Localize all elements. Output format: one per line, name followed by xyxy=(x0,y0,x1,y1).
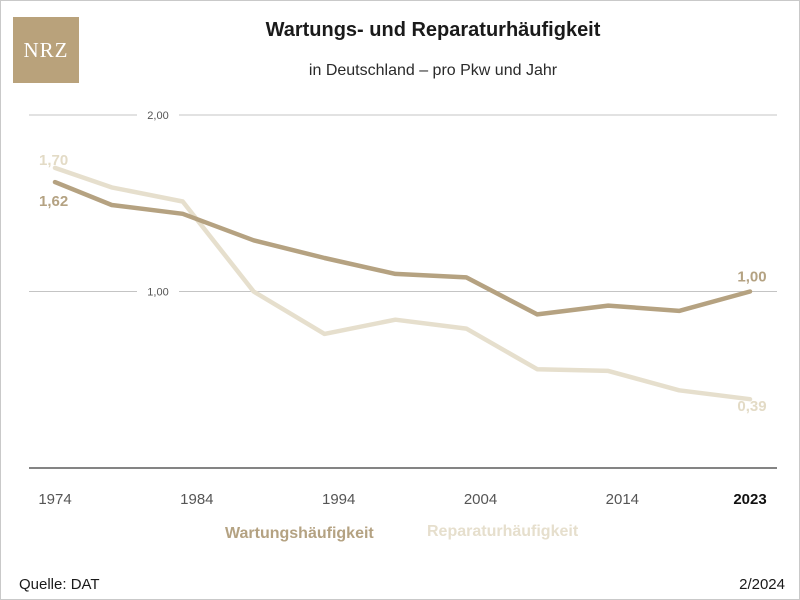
end-value-label-reparaturhaeufigkeit: 0,39 xyxy=(737,398,766,415)
y-tick-label: 2,00 xyxy=(147,110,168,122)
end-value-label-wartungshaeufigkeit: 1,00 xyxy=(737,269,766,286)
x-tick-label: 1974 xyxy=(38,491,71,508)
chart-title: Wartungs- und Reparaturhäufigkeit xyxy=(265,19,601,41)
legend-reparaturhaeufigkeit: Reparaturhäufigkeit xyxy=(427,523,579,540)
series-line-wartungshaeufigkeit xyxy=(52,179,753,317)
source-note: Quelle: DAT xyxy=(19,576,100,593)
x-tick-label: 2014 xyxy=(606,491,639,508)
x-tick-label: 1984 xyxy=(180,491,213,508)
nrz-logo: NRZ xyxy=(13,17,79,83)
x-tick-label: 2004 xyxy=(464,491,497,508)
start-value-label-wartungshaeufigkeit: 1,62 xyxy=(39,193,68,210)
x-tick-label: 1994 xyxy=(322,491,355,508)
start-value-label-reparaturhaeufigkeit: 1,70 xyxy=(39,152,68,169)
logo-text: NRZ xyxy=(23,37,69,62)
publication-date: 2/2024 xyxy=(739,576,785,593)
y-tick-label: 1,00 xyxy=(147,287,168,299)
series-line-reparaturhaeufigkeit xyxy=(52,165,753,402)
x-tick-label: 2023 xyxy=(733,491,766,508)
chart-subtitle: in Deutschland – pro Pkw und Jahr xyxy=(308,62,558,79)
legend-wartungshaeufigkeit: Wartungshäufigkeit xyxy=(225,525,374,542)
